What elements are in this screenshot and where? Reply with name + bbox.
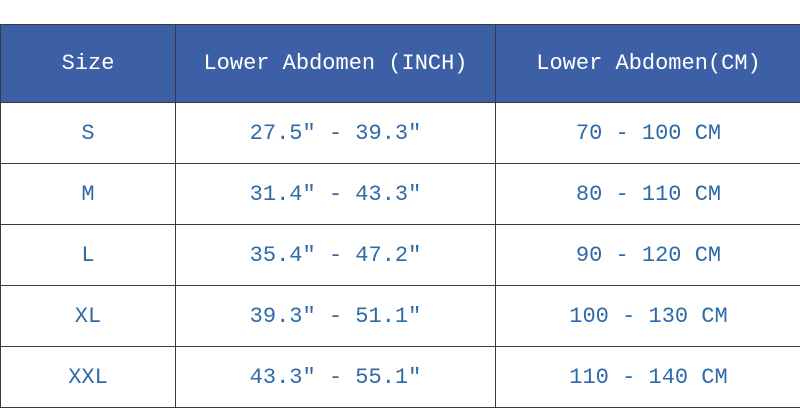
header-cell: Lower Abdomen(CM) <box>495 24 800 103</box>
table-cell: 100 - 130 CM <box>495 285 800 347</box>
table-row: XL 39.3″ - 51.1″ 100 - 130 CM <box>0 285 800 347</box>
table-row: L 35.4″ - 47.2″ 90 - 120 CM <box>0 224 800 286</box>
table-cell: L <box>0 224 176 286</box>
size-table: Size Lower Abdomen (INCH) Lower Abdomen(CM… <box>0 24 800 408</box>
header-row: Size Lower Abdomen (INCH) Lower Abdomen(CM… <box>0 24 800 103</box>
table-cell: XL <box>0 285 176 347</box>
table-body: S 27.5″ - 39.3″ 70 - 100 CM M 31.4″ - 43.3″ 8… <box>0 102 800 408</box>
table-cell: 70 - 100 CM <box>495 102 800 164</box>
table-cell: S <box>0 102 176 164</box>
header-cell: Lower Abdomen (INCH) <box>175 24 496 103</box>
table-cell: XXL <box>0 346 176 408</box>
table-cell: 31.4″ - 43.3″ <box>175 163 496 225</box>
table-row: XXL 43.3″ - 55.1″ 110 - 140 CM <box>0 346 800 408</box>
table-cell: M <box>0 163 176 225</box>
table-cell: 90 - 120 CM <box>495 224 800 286</box>
table-row: S 27.5″ - 39.3″ 70 - 100 CM <box>0 102 800 164</box>
table-cell: 35.4″ - 47.2″ <box>175 224 496 286</box>
table-cell: 110 - 140 CM <box>495 346 800 408</box>
table-cell: 39.3″ - 51.1″ <box>175 285 496 347</box>
table-row: M 31.4″ - 43.3″ 80 - 110 CM <box>0 163 800 225</box>
header-cell: Size <box>0 24 176 103</box>
table-cell: 80 - 110 CM <box>495 163 800 225</box>
table-cell: 43.3″ - 55.1″ <box>175 346 496 408</box>
table-cell: 27.5″ - 39.3″ <box>175 102 496 164</box>
